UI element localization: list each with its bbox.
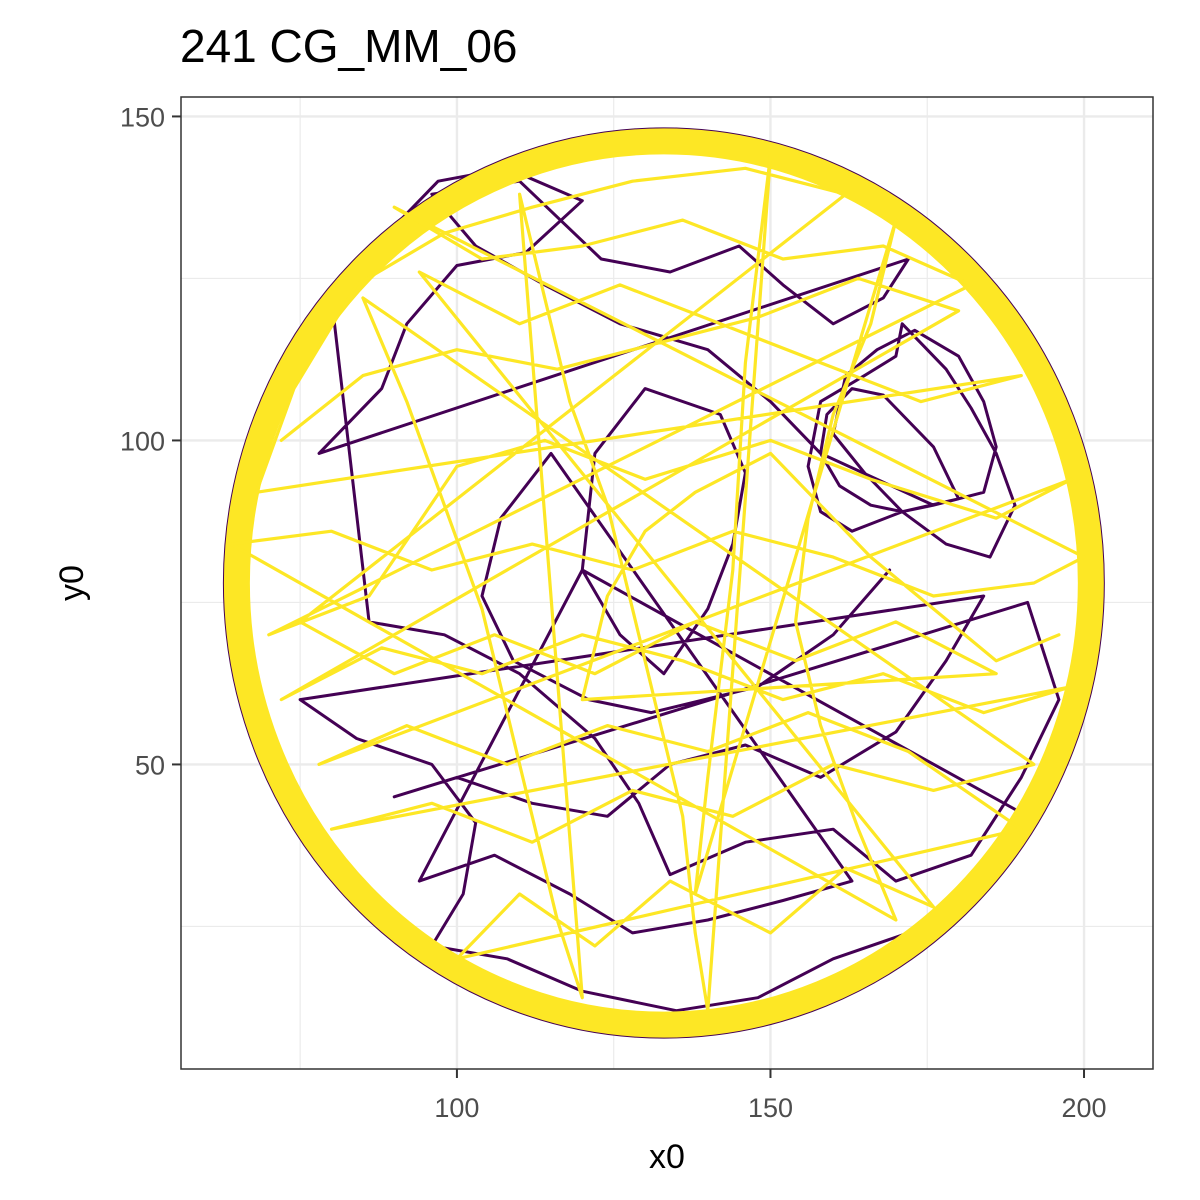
trajectory-path [229,153,1086,1013]
grid-lines [181,97,1153,1069]
plot-area [222,127,1105,1039]
y-tick-label: 150 [120,102,165,132]
x-tick-label: 100 [434,1093,479,1123]
arena-rim-path [223,128,1104,1038]
x-tick-label: 150 [748,1093,793,1123]
panel-border [180,96,1154,1070]
chart-title: 241 CG_MM_06 [180,20,518,72]
y-tick-label: 100 [120,426,165,456]
axis-ticks: 100 150 200 50 100 150 [120,102,1107,1123]
trajectory-series-2 [223,128,1104,1038]
y-tick-label: 50 [135,750,165,780]
y-axis-title: y0 [53,565,91,601]
x-tick-label: 200 [1061,1093,1106,1123]
x-axis-title: x0 [649,1138,685,1176]
